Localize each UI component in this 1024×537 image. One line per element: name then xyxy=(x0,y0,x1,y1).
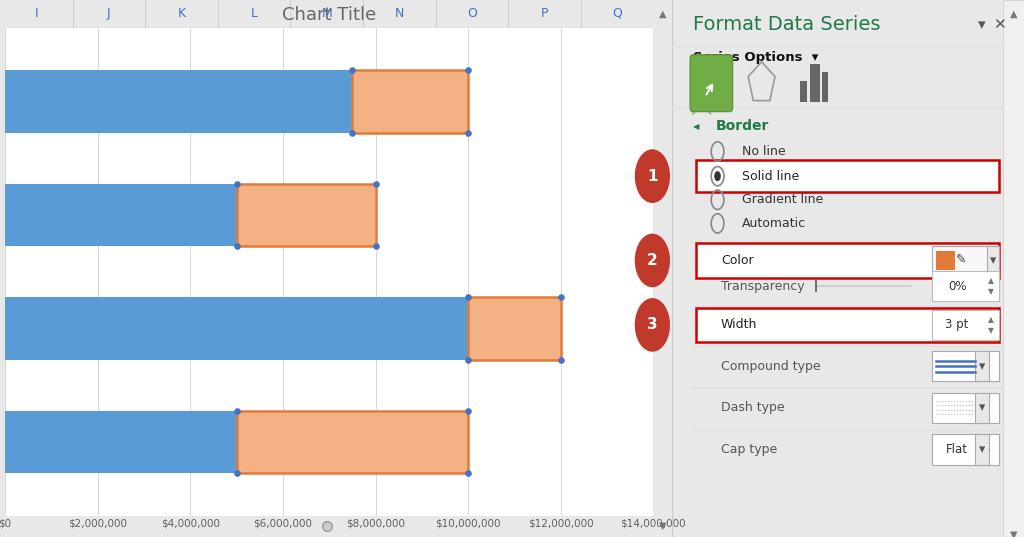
Point xyxy=(460,407,476,415)
Point xyxy=(228,469,245,477)
Text: ▼: ▼ xyxy=(987,287,993,296)
Bar xyxy=(975,393,989,423)
Title: Chart Title: Chart Title xyxy=(282,5,377,24)
Text: Compound type: Compound type xyxy=(721,360,820,373)
Text: Q: Q xyxy=(612,7,622,20)
Point xyxy=(368,179,384,188)
Bar xyxy=(5,70,352,133)
Text: Format Data Series: Format Data Series xyxy=(693,14,881,34)
Text: 1: 1 xyxy=(647,169,657,184)
Text: Width: Width xyxy=(721,318,758,331)
Point xyxy=(460,469,476,477)
FancyBboxPatch shape xyxy=(690,55,733,112)
Text: ▼: ▼ xyxy=(987,326,993,335)
Bar xyxy=(5,184,237,246)
FancyBboxPatch shape xyxy=(933,271,999,301)
Bar xyxy=(5,297,468,360)
Text: 3 pt: 3 pt xyxy=(945,318,969,331)
Text: ▾: ▾ xyxy=(978,17,985,32)
Bar xyxy=(975,351,989,381)
Bar xyxy=(822,72,828,102)
FancyBboxPatch shape xyxy=(696,243,999,278)
Bar xyxy=(975,434,989,465)
Text: M: M xyxy=(322,7,332,20)
Text: 2: 2 xyxy=(647,253,657,268)
Bar xyxy=(810,64,820,102)
Text: ▾: ▾ xyxy=(979,401,985,414)
Point xyxy=(460,128,476,137)
FancyBboxPatch shape xyxy=(933,351,999,381)
Text: Series Options  ▾: Series Options ▾ xyxy=(693,52,818,64)
Text: ▾: ▾ xyxy=(979,443,985,456)
Bar xyxy=(237,184,376,246)
Text: ▲: ▲ xyxy=(987,277,993,285)
Bar xyxy=(468,297,561,360)
Text: Color: Color xyxy=(721,254,754,267)
Text: ✎: ✎ xyxy=(956,253,967,266)
Text: ▼: ▼ xyxy=(1010,529,1017,537)
Text: Transparency: Transparency xyxy=(721,280,805,293)
Point xyxy=(460,293,476,302)
Text: Border: Border xyxy=(716,119,769,133)
Text: O: O xyxy=(467,7,477,20)
Text: ✕: ✕ xyxy=(993,17,1006,32)
Text: Cap type: Cap type xyxy=(721,443,777,456)
Bar xyxy=(237,411,468,473)
Text: ▼: ▼ xyxy=(658,521,667,531)
Point xyxy=(228,242,245,250)
Text: L: L xyxy=(251,7,258,20)
Bar xyxy=(936,251,955,270)
FancyBboxPatch shape xyxy=(696,308,999,342)
Bar xyxy=(801,81,807,102)
Point xyxy=(460,66,476,75)
Text: Automatic: Automatic xyxy=(742,217,806,230)
Text: 0%: 0% xyxy=(948,280,967,293)
Circle shape xyxy=(635,298,670,352)
Point xyxy=(460,355,476,364)
Point xyxy=(228,407,245,415)
FancyBboxPatch shape xyxy=(696,160,999,192)
Text: ▾: ▾ xyxy=(979,360,985,373)
Text: Solid line: Solid line xyxy=(742,170,800,183)
Text: K: K xyxy=(177,7,185,20)
Circle shape xyxy=(635,234,670,287)
Text: ◀: ◀ xyxy=(693,122,699,130)
Text: I: I xyxy=(35,7,38,20)
FancyBboxPatch shape xyxy=(933,393,999,423)
FancyBboxPatch shape xyxy=(933,246,999,274)
Text: J: J xyxy=(108,7,111,20)
FancyBboxPatch shape xyxy=(933,434,999,465)
FancyBboxPatch shape xyxy=(933,310,999,340)
Point xyxy=(228,179,245,188)
Point xyxy=(344,128,360,137)
Text: N: N xyxy=(394,7,403,20)
Text: Dash type: Dash type xyxy=(721,401,784,414)
Point xyxy=(553,355,569,364)
Text: No line: No line xyxy=(742,145,785,158)
Bar xyxy=(5,411,237,473)
Point xyxy=(344,66,360,75)
Text: ▲: ▲ xyxy=(658,9,667,19)
Text: Gradient line: Gradient line xyxy=(742,193,823,206)
Text: ▾: ▾ xyxy=(990,254,996,267)
Bar xyxy=(352,70,468,133)
Text: P: P xyxy=(541,7,548,20)
Text: ▲: ▲ xyxy=(987,315,993,324)
Point xyxy=(553,293,569,302)
Bar xyxy=(1002,0,1024,537)
Text: Flat: Flat xyxy=(946,443,968,456)
Point xyxy=(368,242,384,250)
Circle shape xyxy=(635,149,670,203)
Text: ▲: ▲ xyxy=(1010,9,1017,18)
Bar xyxy=(987,246,999,274)
Text: 3: 3 xyxy=(647,317,657,332)
Circle shape xyxy=(715,171,721,181)
